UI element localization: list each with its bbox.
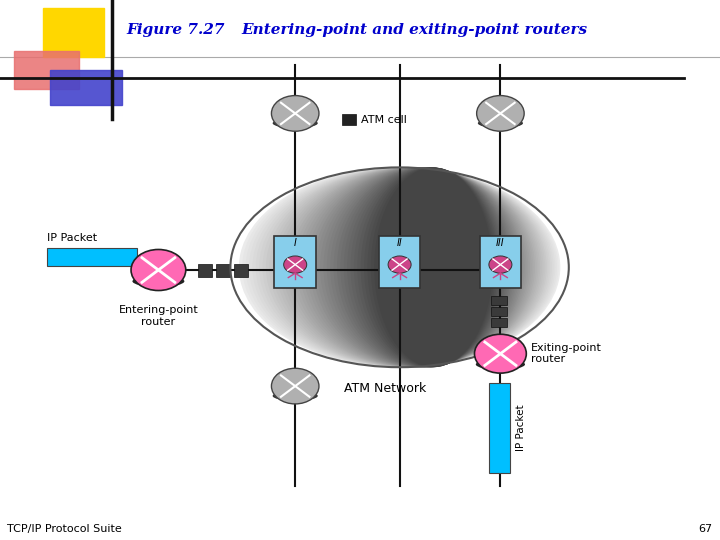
Circle shape	[474, 334, 526, 373]
Text: ATM cell: ATM cell	[361, 115, 408, 125]
Ellipse shape	[303, 167, 528, 367]
Ellipse shape	[263, 167, 549, 367]
Text: IP Packet: IP Packet	[516, 404, 526, 451]
Ellipse shape	[317, 167, 521, 367]
Circle shape	[477, 96, 524, 131]
Circle shape	[131, 249, 186, 291]
Ellipse shape	[357, 167, 501, 367]
Ellipse shape	[343, 167, 508, 367]
Ellipse shape	[246, 167, 557, 367]
Ellipse shape	[347, 167, 506, 367]
Bar	[491, 318, 507, 327]
Ellipse shape	[300, 167, 530, 367]
Bar	[491, 307, 507, 316]
Ellipse shape	[293, 167, 534, 367]
Ellipse shape	[361, 167, 500, 367]
Ellipse shape	[341, 167, 510, 367]
Bar	[198, 264, 212, 277]
Ellipse shape	[478, 118, 523, 128]
Ellipse shape	[297, 167, 531, 367]
Ellipse shape	[253, 167, 554, 367]
Ellipse shape	[276, 167, 541, 367]
Ellipse shape	[337, 167, 511, 367]
Bar	[216, 264, 230, 277]
Circle shape	[489, 256, 512, 273]
Bar	[342, 114, 356, 125]
Text: Entering-point and exiting-point routers: Entering-point and exiting-point routers	[241, 23, 588, 37]
Bar	[379, 237, 420, 287]
Circle shape	[284, 256, 307, 273]
Ellipse shape	[279, 167, 540, 367]
Circle shape	[271, 368, 319, 404]
Bar	[43, 8, 104, 57]
Ellipse shape	[330, 167, 515, 367]
Ellipse shape	[269, 167, 545, 367]
Text: Exiting-point
router: Exiting-point router	[531, 343, 601, 364]
Ellipse shape	[287, 167, 536, 367]
Text: TCP/IP Protocol Suite: TCP/IP Protocol Suite	[7, 524, 122, 534]
Ellipse shape	[333, 167, 513, 367]
Ellipse shape	[132, 275, 184, 287]
Ellipse shape	[239, 167, 560, 367]
Bar	[274, 237, 316, 287]
Ellipse shape	[323, 167, 518, 367]
Ellipse shape	[327, 167, 516, 367]
Text: ATM Network: ATM Network	[344, 382, 426, 395]
Ellipse shape	[242, 167, 559, 367]
Bar	[480, 237, 521, 287]
Ellipse shape	[256, 167, 552, 367]
Bar	[489, 383, 510, 472]
Text: Figure 7.27: Figure 7.27	[126, 23, 225, 37]
Bar	[50, 70, 122, 105]
Circle shape	[388, 256, 411, 273]
Ellipse shape	[289, 167, 535, 367]
Ellipse shape	[273, 391, 318, 401]
Ellipse shape	[249, 167, 555, 367]
Ellipse shape	[351, 167, 505, 367]
Text: IP Packet: IP Packet	[47, 233, 97, 243]
Ellipse shape	[371, 167, 495, 367]
Ellipse shape	[266, 167, 546, 367]
Ellipse shape	[283, 167, 539, 367]
Text: Entering-point
router: Entering-point router	[119, 305, 198, 327]
Ellipse shape	[320, 167, 520, 367]
Text: II: II	[397, 238, 402, 248]
Ellipse shape	[313, 167, 523, 367]
Bar	[234, 264, 248, 277]
Ellipse shape	[273, 167, 544, 367]
Ellipse shape	[354, 167, 503, 367]
Ellipse shape	[476, 359, 525, 370]
Bar	[491, 296, 507, 305]
Bar	[0, 0, 720, 54]
Ellipse shape	[273, 118, 318, 128]
Bar	[14, 51, 79, 89]
Ellipse shape	[259, 167, 550, 367]
Ellipse shape	[367, 167, 496, 367]
Text: III: III	[496, 238, 505, 248]
Ellipse shape	[307, 167, 526, 367]
Ellipse shape	[310, 167, 525, 367]
Ellipse shape	[364, 167, 498, 367]
Ellipse shape	[374, 167, 492, 367]
Circle shape	[271, 96, 319, 131]
Text: I: I	[294, 238, 297, 248]
Bar	[47, 248, 137, 266]
Text: 67: 67	[698, 524, 713, 534]
